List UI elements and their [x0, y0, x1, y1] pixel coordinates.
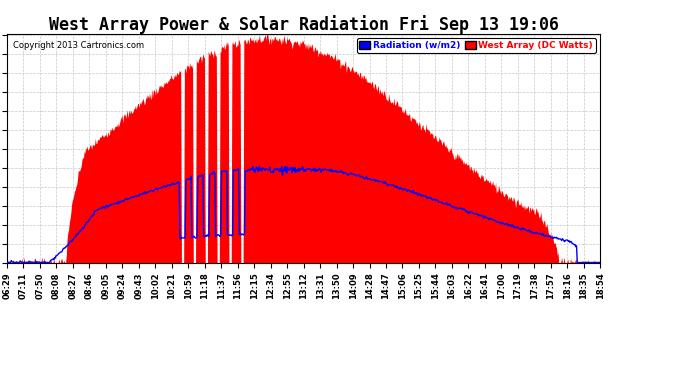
Legend: Radiation (w/m2), West Array (DC Watts): Radiation (w/m2), West Array (DC Watts)	[357, 38, 595, 53]
Title: West Array Power & Solar Radiation Fri Sep 13 19:06: West Array Power & Solar Radiation Fri S…	[48, 15, 559, 34]
Text: Copyright 2013 Cartronics.com: Copyright 2013 Cartronics.com	[13, 40, 144, 50]
